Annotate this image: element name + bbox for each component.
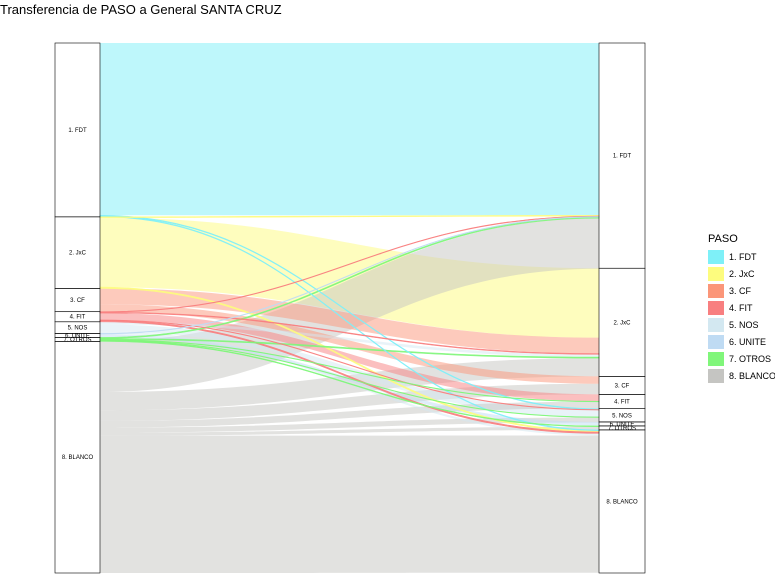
flow-ribbon <box>100 218 599 393</box>
flow-ribbon <box>100 435 599 573</box>
legend-swatch <box>708 352 724 366</box>
flow-ribbon <box>100 383 599 421</box>
legend: PASO 1. FDT 2. JxC 3. CF 4. FIT 5. NOS 6. UNIT… <box>708 233 775 383</box>
flow-ribbon <box>100 304 599 384</box>
legend-title: PASO <box>708 233 738 245</box>
right-stratum-label: 3. CF <box>615 383 630 389</box>
legend-label: 3. CF <box>729 286 752 296</box>
flow-ribbon <box>100 333 599 426</box>
left-stratum-label: 5. NOS <box>68 326 88 332</box>
legend-label: 8. BLANCO <box>729 371 775 381</box>
flow-ribbon <box>100 43 599 216</box>
right-stratum-label: 6. UNITE <box>610 422 635 428</box>
flow-group <box>99 43 600 573</box>
legend-swatch <box>708 301 724 315</box>
left-stratum-label: 4. FIT <box>70 315 86 321</box>
right-strata: 1. FDT 2. JxC 3. CF 4. FIT 5. NOS 6. UNITE7. … <box>598 42 646 574</box>
flow-ribbon <box>99 214 600 218</box>
right-stratum-label: 1. FDT <box>613 154 632 160</box>
legend-label: 4. FIT <box>729 303 753 313</box>
right-stratum-label: 5. NOS <box>612 413 632 419</box>
legend-swatch <box>708 318 724 332</box>
right-stratum-label: 7. OTROS <box>608 426 636 432</box>
right-stratum-label: 4. FIT <box>614 400 630 406</box>
left-stratum-label: 7. OTROS <box>63 337 91 343</box>
legend-label: 1. FDT <box>729 252 757 262</box>
chart-title: Transferencia de PASO a General SANTA CR… <box>0 2 282 17</box>
right-stratum <box>598 429 646 574</box>
left-stratum-label: 3. CF <box>70 298 85 304</box>
legend-swatch <box>708 369 724 383</box>
legend-label: 7. OTROS <box>729 354 771 364</box>
flow-ribbon <box>100 321 599 358</box>
legend-swatch <box>708 267 724 281</box>
flow-ribbon <box>100 426 599 436</box>
right-stratum-label: 8. BLANCO <box>606 499 638 505</box>
left-stratum-label: 8. BLANCO <box>62 455 94 461</box>
left-stratum <box>54 341 101 574</box>
left-stratum-label: 1. FDT <box>68 128 87 134</box>
legend-swatch <box>708 335 724 349</box>
legend-label: 2. JxC <box>729 269 755 279</box>
legend-label: 5. NOS <box>729 320 759 330</box>
legend-label: 6. UNITE <box>729 337 766 347</box>
legend-swatch <box>708 284 724 298</box>
right-stratum-label: 2. JxC <box>613 320 631 326</box>
legend-swatch <box>708 250 724 264</box>
left-stratum-label: 6. UNITE <box>65 333 90 339</box>
left-stratum-label: 2. JxC <box>69 251 87 257</box>
flow-ribbon <box>100 313 599 402</box>
